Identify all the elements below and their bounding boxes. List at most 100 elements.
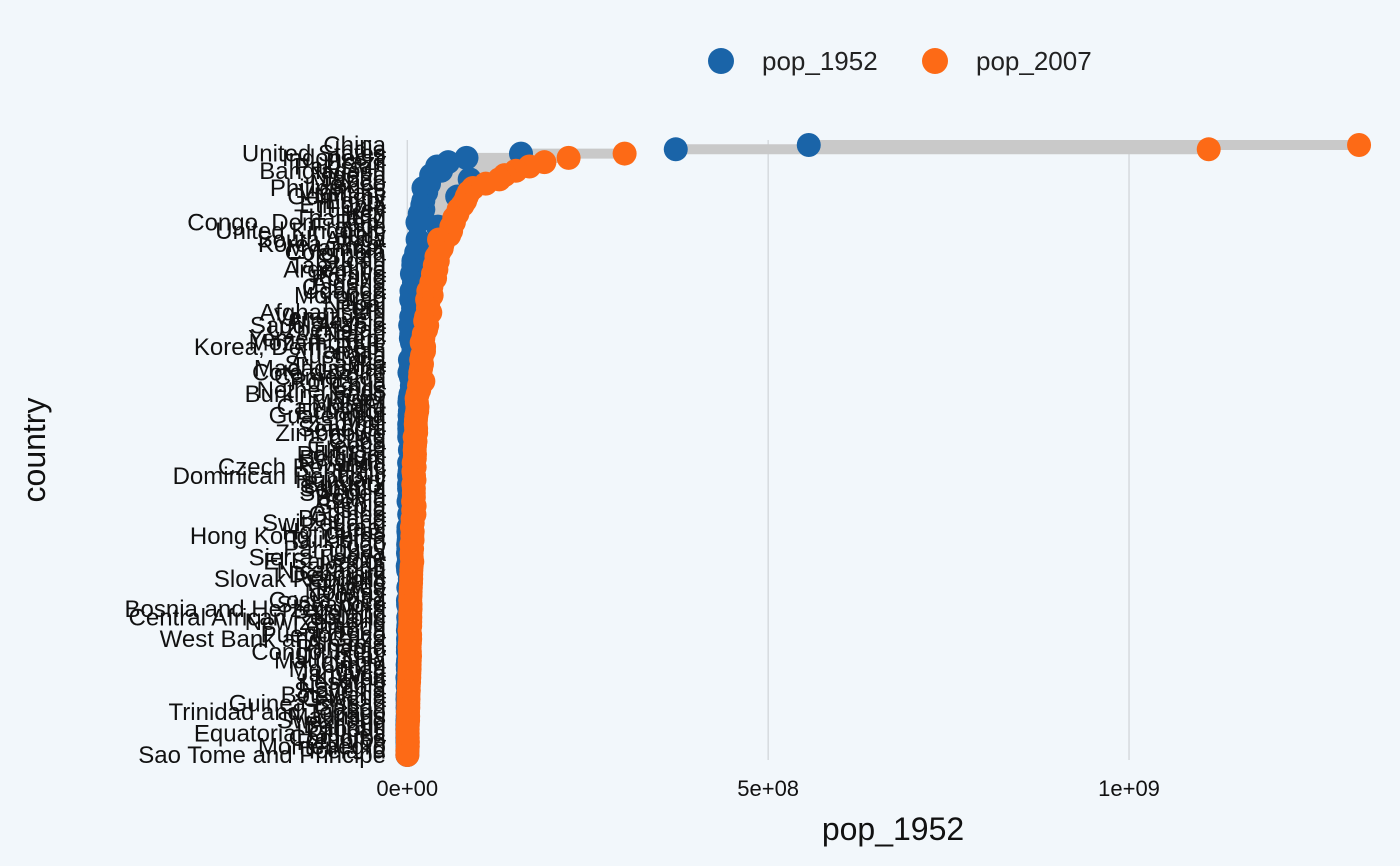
country-label: Tanzania [290,252,387,279]
country-label: Zimbabwe [275,420,386,447]
country-label: Saudi Arabia [250,312,387,339]
country-label: Mauritania [274,647,387,674]
country-label: Liberia [314,617,387,644]
country-label: Bulgaria [298,506,387,533]
country-label: Serbia [317,493,387,520]
country-label: Mozambique [249,330,386,357]
country-label: Bosnia and Herzegovina [124,596,386,623]
country-label: Norway [305,579,386,606]
country-label: Finland [307,570,386,597]
country-label: West Bank and Gaza [160,626,387,653]
country-label: Kenya [318,261,387,288]
x-tick-label: 5e+08 [737,776,799,801]
country-label: Cameroon [274,364,386,391]
country-label: Togo [334,532,386,559]
country-label: Montenegro [258,733,386,760]
country-label: Gambia [302,686,387,713]
legend-label-pop-2007: pop_2007 [976,46,1092,76]
country-label: Gabon [314,695,386,722]
country-label: Iran [345,201,386,228]
country-label: Egypt [325,188,387,215]
country-label: Cambodia [277,394,387,421]
point-pop-1952 [454,145,479,170]
country-label: Tajikistan [287,527,386,554]
country-label: New Zealand [245,609,386,636]
country-label: Sri Lanka [285,351,387,378]
country-label: Spain [325,244,386,271]
country-label: Poland [311,265,386,292]
country-label: Uzbekistan [267,317,386,344]
country-label: Taiwan [311,338,386,365]
country-label: Albania [306,630,387,657]
country-label: Libya [329,540,387,567]
country-label: Puerto Rico [261,622,386,649]
point-pop-1952 [405,210,430,235]
point-pop-2007 [395,743,420,767]
x-axis-title: pop_1952 [822,811,964,847]
country-label: India [334,136,387,163]
country-label: China [323,132,386,159]
country-label: Malaysia [291,308,386,335]
y-axis-title: country [16,398,52,503]
country-label: Reunion [297,729,386,756]
country-label: Sao Tome and Principe [138,742,386,769]
country-label: South Africa [257,227,387,254]
country-label: Niger [329,385,386,412]
series-pop-2007-points [395,133,1372,767]
country-label: Romania [290,368,387,395]
country-label: Lebanon [293,613,386,640]
country-label: Panama [297,635,387,662]
country-label: Swaziland [277,708,386,735]
country-label: Bangladesh [259,158,386,185]
country-label: Paraguay [283,536,386,563]
country-label: Venezuela [274,304,387,331]
country-label: Pakistan [294,153,386,180]
country-label: Morocco [294,282,386,309]
country-label: Chad [329,424,386,451]
point-pop-2007 [1196,137,1221,162]
country-label: Uruguay [295,643,386,670]
country-label: Afghanistan [259,300,386,327]
country-label: Czech Republic [218,454,386,481]
country-label: Canada [302,274,387,301]
country-label: Benin [325,489,386,516]
country-label: Guinea-Bissau [229,690,386,717]
country-label: Jamaica [297,660,387,687]
country-label: Congo, Rep. [251,639,386,666]
country-label: Korea, Rep. [258,231,386,258]
country-label: Cote d'Ivoire [252,360,386,387]
country-label: Madagascar [254,355,386,382]
country-label: Comoros [289,725,386,752]
country-label: Mexico [310,171,386,198]
point-pop-2007 [612,141,637,166]
legend: pop_1952 pop_2007 [708,46,1092,76]
country-label: Iceland [309,738,386,765]
country-label: Kuwait [314,665,386,692]
country-label: Peru [335,295,386,322]
country-label: Greece [307,433,386,460]
country-label: Mauritius [289,703,386,730]
country-label: Syria [331,347,386,374]
country-label: Myanmar [286,235,386,262]
country-label: Cuba [329,428,387,455]
country-label: Jordan [313,553,386,580]
country-label: Sierra Leone [249,544,386,571]
country-label: Bahrain [303,712,386,739]
country-label: Croatia [309,583,387,610]
country-label: Chile [331,373,386,400]
country-label: Nepal [323,291,386,318]
country-label: Brazil [326,149,386,176]
country-label: Eritrea [315,574,386,601]
dumbbell-segments [407,140,1360,760]
country-label: Djibouti [306,716,386,743]
country-label: El Salvador [263,549,386,576]
country-label: Singapore [277,592,386,619]
country-label: Hong Kong, China [190,523,387,550]
country-label: Ghana [314,321,387,348]
country-label: Switzerland [262,510,386,537]
country-label: Namibia [298,673,387,700]
country-label: Uganda [302,278,387,305]
x-tick-label: 1e+09 [1098,776,1160,801]
